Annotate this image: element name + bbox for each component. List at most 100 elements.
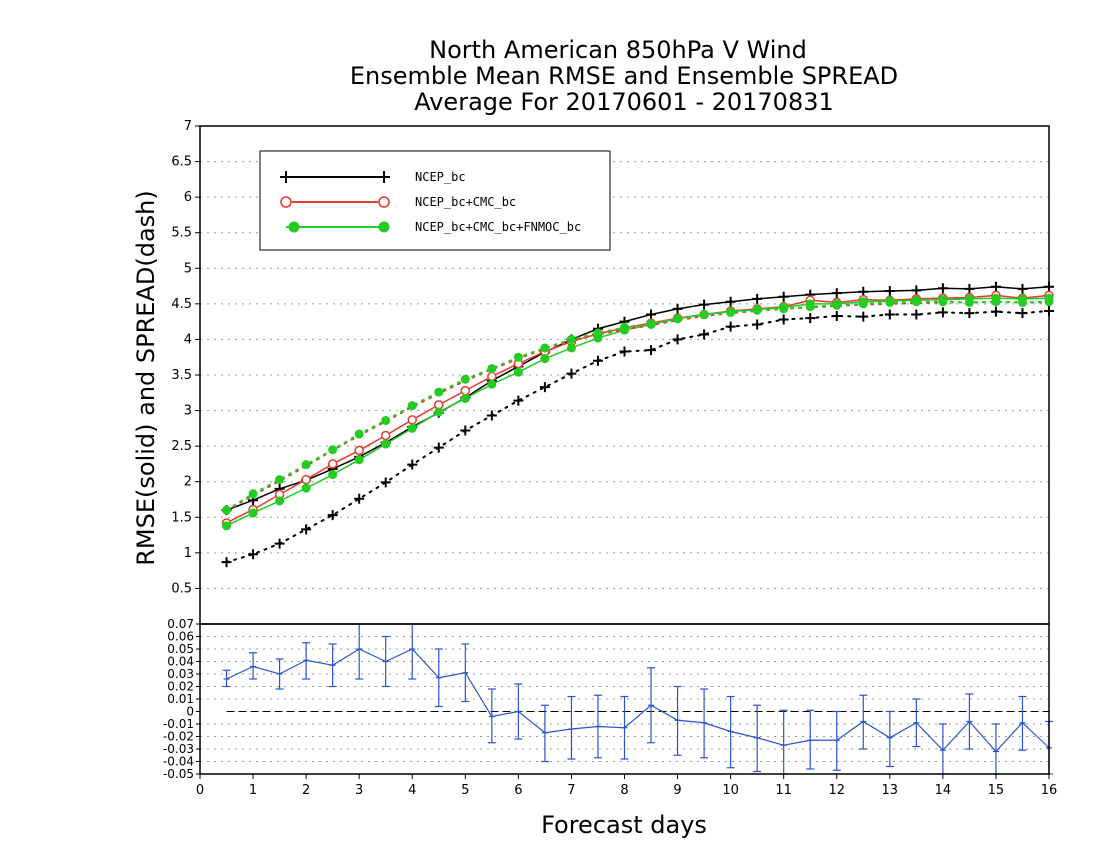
y-tick-label: 7 xyxy=(184,119,192,134)
x-tick-label: 4 xyxy=(408,783,416,798)
point-filled-circle xyxy=(513,367,523,377)
x-tick-label: 5 xyxy=(461,783,469,798)
point-plus-marker xyxy=(592,355,603,366)
point-filled-circle xyxy=(222,505,232,515)
point-plus-marker xyxy=(460,425,471,436)
point-filled-circle xyxy=(832,300,842,310)
point-filled-circle xyxy=(885,297,895,307)
point-plus-marker xyxy=(433,442,444,453)
point-open-circle xyxy=(380,430,391,441)
x-tick-label: 12 xyxy=(828,783,845,798)
point-open-circle xyxy=(327,459,338,469)
point-plus-marker xyxy=(221,557,232,568)
point-plus-marker xyxy=(566,368,577,379)
point-filled-circle xyxy=(354,429,364,439)
point-filled-circle xyxy=(646,319,656,329)
point-plus-marker xyxy=(831,288,842,299)
point-plus-marker xyxy=(752,319,763,330)
point-filled-circle xyxy=(858,299,868,309)
point-plus-marker xyxy=(1044,281,1054,292)
point-filled-circle xyxy=(566,334,576,344)
y-tick-label: -0.01 xyxy=(163,717,194,731)
legend-item-ncep-cmc: NCEP_bc+CMC_bc xyxy=(280,195,516,209)
point-plus-marker xyxy=(937,307,948,318)
point-plus-marker xyxy=(646,309,657,320)
y-tick-label: 3.5 xyxy=(171,368,192,383)
point-filled-circle xyxy=(354,455,364,465)
point-plus-marker xyxy=(486,410,497,421)
point-plus-marker xyxy=(911,285,922,296)
point-filled-circle xyxy=(540,343,550,353)
legend-item-ncep-cmc-fnmoc: NCEP_bc+CMC_bc+FNMOC_bc xyxy=(286,220,581,234)
point-filled-circle xyxy=(1017,297,1027,307)
legend: NCEP_bc NCEP_bc+CMC_bc NCEP_bc+CMC_bc+FN… xyxy=(259,150,611,251)
series-difference xyxy=(222,623,1053,775)
y-axis-label: RMSE(solid) and SPREAD(dash) xyxy=(132,190,160,566)
x-tick-label: 8 xyxy=(620,783,628,798)
y-tick-label: -0.03 xyxy=(163,742,194,756)
x-tick-label: 6 xyxy=(514,783,522,798)
x-tick-label: 7 xyxy=(567,783,575,798)
x-tick-label: 0 xyxy=(196,783,204,798)
point-plus-marker xyxy=(778,314,789,325)
point-plus-marker xyxy=(964,308,975,319)
point-filled-circle xyxy=(328,470,338,480)
point-plus-marker xyxy=(911,309,922,320)
y-tick-label: -0.02 xyxy=(163,730,194,744)
point-filled-circle xyxy=(991,297,1001,307)
point-plus-marker xyxy=(752,293,763,304)
series-line xyxy=(225,300,1050,512)
x-tick-label: 2 xyxy=(302,783,310,798)
x-tick-label: 13 xyxy=(882,783,899,798)
point-open-circle xyxy=(407,415,417,425)
y-tick-label: 0.05 xyxy=(167,642,194,656)
point-filled-circle xyxy=(1044,297,1054,307)
legend-label-ncep-cmc-fnmoc: NCEP_bc+CMC_bc+FNMOC_bc xyxy=(415,220,581,234)
point-plus-marker xyxy=(831,310,842,321)
point-filled-circle xyxy=(407,401,417,411)
x-tick-label: 11 xyxy=(775,783,792,798)
point-filled-circle xyxy=(460,393,470,403)
legend-marker-plus xyxy=(280,171,390,183)
series-spread-ncep-bc-cmc-bc-fnmoc-bc xyxy=(222,297,1054,515)
legend-marker-open-circle xyxy=(378,196,390,208)
point-plus-marker xyxy=(725,321,736,332)
chart-title: North American 850hPa V Wind xyxy=(429,36,807,64)
y-tick-label: 3 xyxy=(184,404,192,419)
point-plus-marker xyxy=(884,286,895,297)
point-filled-circle xyxy=(275,496,285,506)
point-open-circle xyxy=(354,445,364,456)
y-tick-label: 6.5 xyxy=(171,155,192,170)
legend-marker-filled-circle xyxy=(378,221,390,233)
x-axis-label: Forecast days xyxy=(541,811,707,839)
point-plus-marker xyxy=(672,303,683,314)
x-tick-label: 16 xyxy=(1041,783,1058,798)
y-tick-label: 0.03 xyxy=(167,667,194,681)
y-tick-label: 4 xyxy=(184,332,192,347)
legend-label-ncep-cmc: NCEP_bc+CMC_bc xyxy=(415,195,516,209)
y-tick-label: 5.5 xyxy=(171,226,192,241)
point-plus-marker xyxy=(699,299,710,310)
point-filled-circle xyxy=(381,439,391,449)
point-filled-circle xyxy=(752,305,762,315)
point-filled-circle xyxy=(805,302,815,312)
x-tick-label: 15 xyxy=(988,783,1005,798)
point-plus-marker xyxy=(407,459,418,470)
point-filled-circle xyxy=(540,354,550,364)
point-plus-marker xyxy=(274,538,285,549)
point-open-circle xyxy=(487,371,497,382)
chart-subtitle-1: Ensemble Mean RMSE and Ensemble SPREAD xyxy=(350,62,898,90)
point-filled-circle xyxy=(407,423,417,433)
point-plus-marker xyxy=(539,382,550,393)
point-plus-marker xyxy=(1017,283,1028,294)
point-plus-marker xyxy=(990,306,1001,317)
point-plus-marker xyxy=(327,510,338,521)
point-filled-circle xyxy=(222,521,232,531)
y-tick-label: -0.05 xyxy=(163,767,194,781)
point-plus-marker xyxy=(699,329,710,340)
point-plus-marker xyxy=(380,477,391,488)
point-plus-marker xyxy=(301,524,312,535)
point-filled-circle xyxy=(381,416,391,426)
legend-label-ncep-bc: NCEP_bc xyxy=(415,170,466,184)
